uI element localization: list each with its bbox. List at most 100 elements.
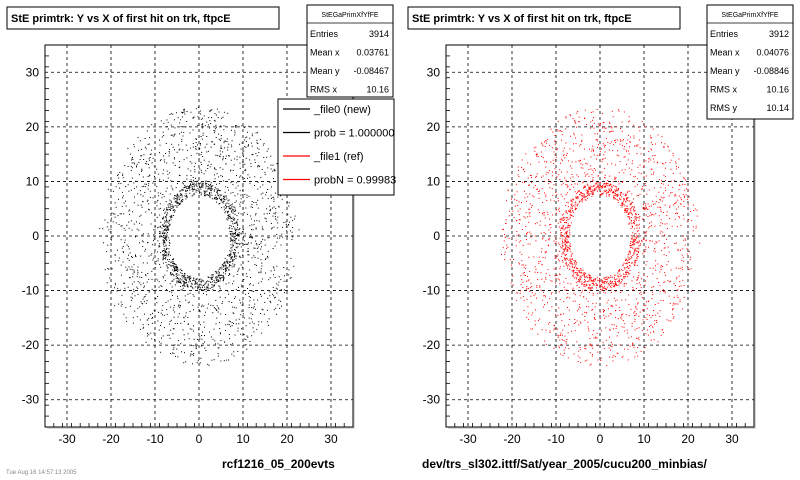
data-point xyxy=(604,191,606,193)
data-point xyxy=(578,280,580,282)
data-point xyxy=(672,172,674,174)
data-point xyxy=(632,160,634,162)
data-point xyxy=(629,345,631,347)
data-point xyxy=(169,203,171,205)
data-point xyxy=(630,241,632,243)
data-point xyxy=(532,312,534,314)
data-point xyxy=(571,161,573,163)
data-point xyxy=(598,182,600,183)
data-point xyxy=(611,127,613,129)
data-point xyxy=(590,121,592,123)
data-point xyxy=(613,355,615,357)
data-point xyxy=(178,202,180,204)
data-point xyxy=(576,285,578,287)
data-point xyxy=(549,218,550,220)
data-point xyxy=(597,185,599,186)
data-point xyxy=(226,138,228,140)
data-point xyxy=(165,190,167,192)
data-point xyxy=(569,319,571,321)
data-point xyxy=(605,183,607,185)
data-point xyxy=(99,228,101,230)
data-point xyxy=(202,132,204,134)
data-point xyxy=(560,217,562,219)
data-point xyxy=(226,206,228,207)
data-point xyxy=(106,282,108,284)
data-point xyxy=(648,246,649,248)
data-point xyxy=(573,132,575,134)
data-point xyxy=(184,295,186,297)
data-point xyxy=(280,195,281,197)
data-point xyxy=(550,227,552,229)
y-tick-label: -30 xyxy=(423,393,441,407)
data-point xyxy=(623,262,625,264)
data-point xyxy=(254,303,256,305)
data-point xyxy=(260,268,262,270)
data-point xyxy=(574,206,576,208)
data-point xyxy=(541,142,543,144)
data-point xyxy=(197,284,199,286)
data-point xyxy=(229,237,231,239)
data-point xyxy=(628,304,630,306)
data-point xyxy=(252,229,254,231)
data-point xyxy=(215,272,217,274)
data-point xyxy=(593,168,595,169)
data-point xyxy=(223,278,225,279)
data-point xyxy=(233,210,235,212)
data-point xyxy=(119,171,121,173)
data-point xyxy=(554,140,556,142)
data-point xyxy=(639,147,641,149)
data-point xyxy=(207,188,209,190)
data-point xyxy=(165,143,167,144)
data-point xyxy=(680,285,682,287)
data-point xyxy=(259,186,261,188)
data-point xyxy=(139,158,141,160)
data-point xyxy=(173,262,175,264)
data-point xyxy=(209,110,211,112)
data-point xyxy=(231,228,233,230)
data-point xyxy=(537,188,538,190)
data-point xyxy=(575,161,577,163)
data-point xyxy=(628,262,630,263)
data-point xyxy=(118,224,120,225)
data-point xyxy=(216,199,218,201)
data-point xyxy=(645,185,647,186)
data-point xyxy=(163,255,165,257)
data-point xyxy=(171,134,173,136)
data-point xyxy=(585,272,587,274)
data-point xyxy=(570,115,572,117)
data-point xyxy=(239,162,241,164)
data-point xyxy=(679,172,681,174)
data-point xyxy=(234,206,236,208)
data-point xyxy=(104,269,106,271)
data-point xyxy=(146,281,148,283)
data-point xyxy=(190,175,192,176)
data-point xyxy=(210,183,211,185)
data-point xyxy=(175,277,177,279)
data-point xyxy=(216,282,218,284)
data-point xyxy=(634,247,636,249)
data-point xyxy=(215,309,217,311)
data-point xyxy=(569,232,571,234)
data-point xyxy=(230,254,232,256)
data-point xyxy=(576,268,578,269)
data-point xyxy=(221,266,223,268)
data-point xyxy=(166,289,168,290)
data-point xyxy=(552,214,554,216)
data-point xyxy=(563,248,565,250)
data-point xyxy=(231,247,233,249)
data-point xyxy=(171,259,173,261)
data-point xyxy=(577,275,578,277)
data-point xyxy=(607,179,609,181)
data-point xyxy=(622,264,624,266)
data-point xyxy=(533,196,535,198)
data-point xyxy=(206,143,208,145)
data-point xyxy=(240,175,242,177)
data-point xyxy=(236,156,238,158)
data-point xyxy=(235,210,237,211)
data-point xyxy=(628,208,630,210)
data-point xyxy=(619,143,621,145)
data-point xyxy=(264,161,266,163)
data-point xyxy=(682,248,684,250)
data-point xyxy=(162,242,164,244)
data-point xyxy=(618,270,620,271)
